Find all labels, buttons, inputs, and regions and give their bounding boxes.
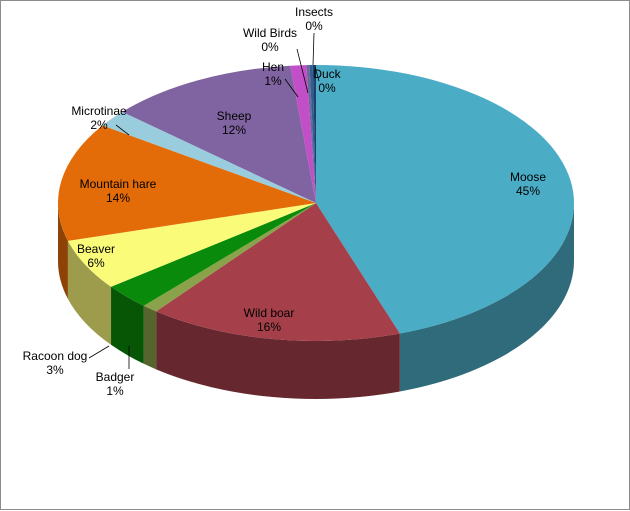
- slice-label-badger: Badger: [96, 370, 135, 384]
- slice-value-wild-birds: 0%: [261, 40, 279, 54]
- slice-moose: [316, 65, 574, 334]
- slice-label-insects: Insects: [295, 5, 333, 19]
- slice-side-moose: [399, 203, 574, 392]
- slice-value-microtinae: 2%: [90, 118, 108, 132]
- slice-hen: [290, 65, 316, 203]
- slice-microtinae: [102, 111, 316, 203]
- slice-sheep: [122, 65, 316, 203]
- slice-value-badger: 1%: [106, 384, 124, 398]
- leader-line-racoon-dog: [88, 345, 110, 359]
- slice-value-duck: 0%: [318, 81, 336, 95]
- leader-line-hen: [284, 78, 299, 98]
- slice-racoon-dog: [111, 203, 316, 306]
- slice-value-racoon-dog: 3%: [46, 363, 64, 377]
- slice-value-wild-boar: 16%: [257, 320, 281, 334]
- slice-beaver: [67, 203, 316, 287]
- slice-side-badger: [143, 305, 157, 370]
- slice-value-hen: 1%: [264, 74, 282, 88]
- slice-label-moose: Moose: [510, 170, 546, 184]
- slice-label-mountain-hare: Mountain hare: [80, 177, 157, 191]
- slice-badger: [143, 203, 316, 312]
- leader-lines: [88, 32, 320, 369]
- slice-value-moose: 45%: [516, 184, 540, 198]
- slice-side-beaver: [67, 240, 112, 345]
- slice-wild-boar: [156, 203, 400, 342]
- slice-wild-birds: [306, 65, 316, 203]
- slice-side-racoon-dog: [111, 286, 144, 364]
- pie-sides: [58, 203, 574, 400]
- slice-label-wild-boar: Wild boar: [244, 306, 295, 320]
- slice-label-duck: Duck: [313, 67, 341, 81]
- slice-side-wild-boar: [156, 311, 400, 400]
- slice-value-insects: 0%: [305, 19, 323, 33]
- leader-line-microtinae: [115, 124, 130, 136]
- slice-label-microtinae: Microtinae: [71, 104, 127, 118]
- slice-insects: [309, 65, 316, 203]
- slice-value-mountain-hare: 14%: [106, 191, 130, 205]
- slice-duck: [312, 65, 316, 203]
- slice-side-mountain-hare: [58, 203, 68, 299]
- leader-line-insects: [312, 32, 315, 66]
- slice-label-hen: Hen: [262, 60, 284, 74]
- leader-line-duck: [314, 66, 320, 82]
- slice-label-wild-birds: Wild Birds: [243, 26, 297, 40]
- leader-line-wild-birds: [296, 48, 309, 94]
- slice-label-sheep: Sheep: [217, 109, 252, 123]
- slice-mountain-hare: [57, 125, 317, 241]
- slice-label-racoon-dog: Racoon dog: [23, 349, 88, 363]
- slice-value-sheep: 12%: [222, 123, 246, 137]
- slice-value-beaver: 6%: [87, 256, 105, 270]
- slice-label-beaver: Beaver: [77, 242, 115, 256]
- pie-tops: [57, 65, 574, 342]
